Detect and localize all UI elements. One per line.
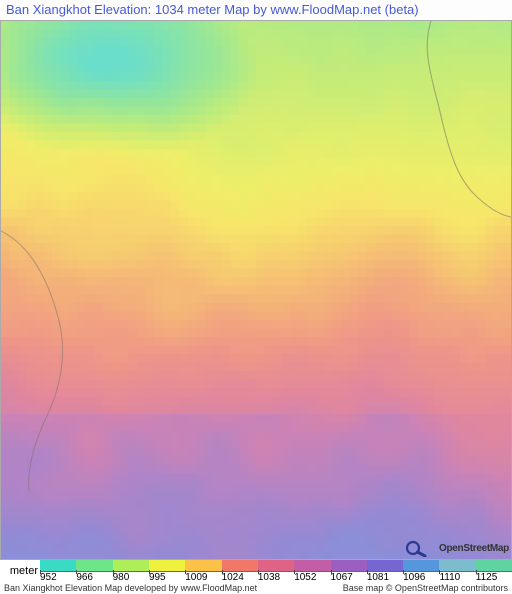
legend-tick: 1024 (222, 572, 258, 583)
legend-tick: 1009 (185, 572, 221, 583)
legend-swatch (149, 560, 185, 572)
legend-swatch (439, 560, 475, 572)
legend-tick: 1081 (367, 572, 403, 583)
legend-swatch (222, 560, 258, 572)
footer: Ban Xiangkhot Elevation Map developed by… (0, 582, 512, 594)
footer-credit-right: Base map © OpenStreetMap contributors (343, 583, 508, 593)
legend-swatch (294, 560, 330, 572)
legend-swatch (113, 560, 149, 572)
elevation-legend: meter 9529669809951009102410381052106710… (0, 560, 512, 582)
legend-swatch (367, 560, 403, 572)
legend-swatch (185, 560, 221, 572)
magnifier-icon (403, 539, 437, 557)
legend-swatch (76, 560, 112, 572)
legend-unit-label: meter (0, 560, 40, 582)
legend-tick: 1038 (258, 572, 294, 583)
map-canvas (1, 21, 511, 559)
elevation-map[interactable]: OpenStreetMap (0, 20, 512, 560)
legend-tick: 1067 (331, 572, 367, 583)
legend-swatch (403, 560, 439, 572)
legend-tick: 1096 (403, 572, 439, 583)
legend-tick: 1125 (476, 572, 512, 583)
legend-tick: 1052 (294, 572, 330, 583)
legend-swatch (331, 560, 367, 572)
osm-attribution: OpenStreetMap (403, 539, 509, 557)
legend-tick: 966 (76, 572, 112, 583)
osm-label: OpenStreetMap (439, 543, 509, 554)
legend-tick: 980 (113, 572, 149, 583)
legend-swatch (476, 560, 512, 572)
page-title: Ban Xiangkhot Elevation: 1034 meter Map … (0, 0, 512, 20)
map-container: Ban Xiangkhot Elevation: 1034 meter Map … (0, 0, 512, 594)
legend-tick: 1110 (439, 572, 475, 583)
legend-swatch (258, 560, 294, 572)
legend-tick: 952 (40, 572, 76, 583)
legend-tick: 995 (149, 572, 185, 583)
legend-swatch (40, 560, 76, 572)
legend-ticks: 9529669809951009102410381052106710811096… (40, 572, 512, 583)
footer-credit-left: Ban Xiangkhot Elevation Map developed by… (4, 583, 257, 593)
